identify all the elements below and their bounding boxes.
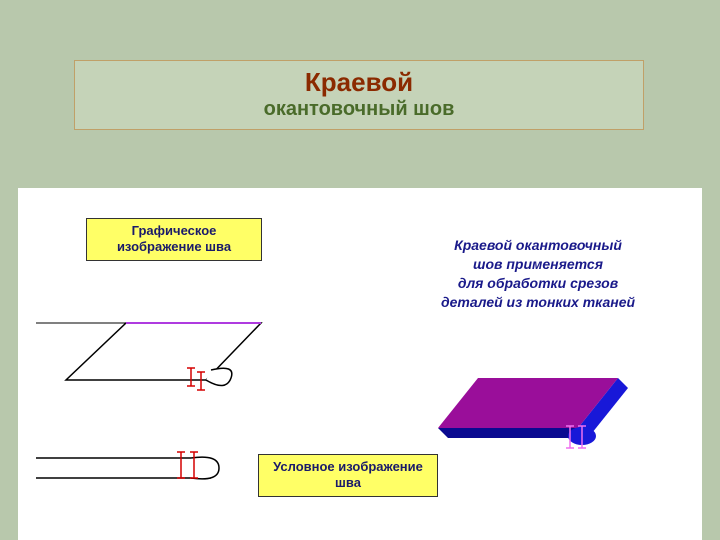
description-text: Краевой окантовочный шов применяется для… xyxy=(428,236,648,312)
label-symbolic-line2: шва xyxy=(335,475,361,490)
content-area: Графическое изображение шва Краевой окан… xyxy=(18,188,702,540)
label-symbolic-image: Условное изображение шва xyxy=(258,454,438,497)
label-graphic-image: Графическое изображение шва xyxy=(86,218,262,261)
label-symbolic-line1: Условное изображение xyxy=(273,459,423,474)
diagram-colored-seam xyxy=(418,368,658,488)
diagram-symbolic-seam xyxy=(36,438,256,498)
title-panel: Краевой окантовочный шов xyxy=(74,60,644,130)
label-graphic-line2: изображение шва xyxy=(117,239,231,254)
title-sub: окантовочный шов xyxy=(75,98,643,121)
label-graphic-line1: Графическое xyxy=(132,223,217,238)
diagram-graphic-seam xyxy=(36,268,286,418)
title-main: Краевой xyxy=(75,67,643,98)
